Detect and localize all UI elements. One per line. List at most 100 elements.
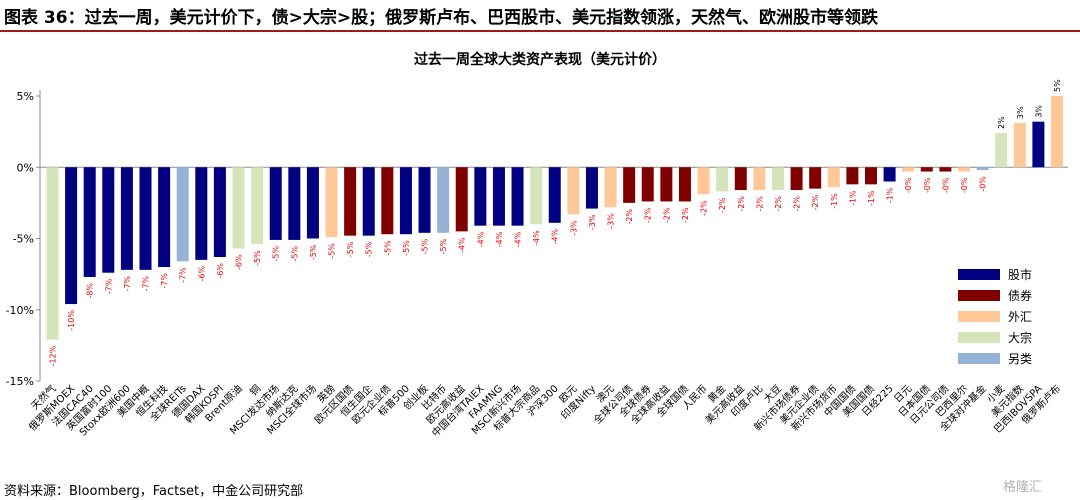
y-tick-label: 0% [17, 161, 34, 174]
watermark-logo: 格隆汇 [1003, 480, 1043, 495]
bar [195, 167, 208, 260]
bar-value-label: -7% [104, 278, 113, 294]
bar [957, 167, 970, 172]
bar [1013, 123, 1026, 168]
bar [1051, 96, 1063, 168]
bar [753, 167, 766, 191]
bar-value-label: -2% [793, 196, 802, 212]
bar-value-label: -3% [588, 214, 597, 230]
legend-label: 大宗 [1008, 330, 1032, 345]
bar-value-label: 5% [1053, 79, 1062, 92]
bar [567, 167, 580, 215]
bar [827, 167, 840, 188]
bar [139, 167, 152, 270]
header-rule [0, 30, 1080, 32]
legend-swatch [958, 311, 1000, 322]
bar [734, 167, 747, 191]
bar-value-label: -2% [662, 207, 671, 223]
bar-value-label: -2% [811, 194, 820, 210]
bar [697, 167, 710, 195]
bar [920, 167, 933, 172]
legend-swatch [958, 269, 1000, 280]
legend-label: 股市 [1008, 267, 1032, 282]
bar [65, 167, 78, 305]
bar [995, 133, 1008, 168]
bar [344, 167, 357, 236]
bar [604, 167, 617, 208]
bar [585, 167, 598, 209]
bar-value-label: -1% [867, 190, 876, 206]
bar-value-label: -5% [272, 246, 281, 262]
bar-value-label: -4% [458, 237, 467, 253]
bar-value-label: -0% [979, 176, 988, 192]
source-note: 资料来源：Bloomberg，Factset，中金公司研究部 [4, 484, 304, 499]
bar [381, 167, 394, 235]
bar [120, 167, 133, 270]
bar [530, 167, 543, 225]
bar-value-label: -4% [514, 231, 523, 247]
bar [864, 167, 877, 185]
bar [846, 167, 859, 185]
bar [418, 167, 431, 233]
bar [176, 167, 189, 262]
bar-value-label: -1% [848, 190, 857, 206]
bar [548, 167, 561, 223]
bar [716, 167, 729, 192]
bar-value-label: -3% [569, 220, 578, 236]
bar [232, 167, 245, 249]
bar [1032, 121, 1045, 168]
y-tick-label: -10% [6, 304, 34, 317]
bar-value-label: -2% [644, 207, 653, 223]
legend-label: 债券 [1008, 288, 1032, 303]
bar-value-label: -4% [551, 228, 560, 244]
bar-value-label: -6% [197, 265, 206, 281]
bar-value-label: -5% [365, 241, 374, 257]
y-tick-label: -5% [13, 233, 34, 246]
bar-value-label: -2% [681, 207, 690, 223]
bar-value-label: -5% [439, 238, 448, 254]
bar-value-label: -0% [960, 177, 969, 193]
bar [288, 167, 301, 240]
bar-value-label: -2% [755, 196, 764, 212]
bar-value-label: -5% [421, 238, 430, 254]
legend-swatch [958, 353, 1000, 364]
bar [623, 167, 636, 203]
bar [660, 167, 673, 202]
bar [455, 167, 468, 232]
legend-label: 另类 [1008, 352, 1032, 366]
bar-value-label: -1% [886, 187, 895, 203]
y-tick-label: -15% [6, 375, 34, 388]
bar-value-label: -0% [904, 177, 913, 193]
bar [976, 167, 989, 171]
bar-value-label: -7% [123, 275, 132, 291]
y-tick-label: 5% [17, 90, 34, 103]
bar [251, 167, 264, 245]
bar-value-label: -8% [86, 283, 95, 299]
bar-value-label: -1% [830, 193, 839, 209]
legend-label: 外汇 [1008, 310, 1032, 324]
bar-value-label: -7% [160, 273, 169, 289]
bar-value-label: -5% [383, 240, 392, 256]
bar-value-label: -5% [290, 246, 299, 262]
bar-value-label: -4% [476, 231, 485, 247]
bar-value-label: -10% [67, 310, 76, 331]
bar-value-label: -3% [607, 213, 616, 229]
bar-value-label: -2% [774, 196, 783, 212]
bar [474, 167, 487, 226]
bar-value-label: -12% [49, 345, 58, 366]
bar-value-label: 3% [1016, 106, 1025, 119]
bar [362, 167, 375, 236]
bar [102, 167, 115, 273]
bar [902, 167, 915, 172]
bar-value-label: -2% [737, 196, 746, 212]
bar-value-label: -4% [532, 230, 541, 246]
bar-value-label: -2% [700, 200, 709, 216]
bar-value-label: -2% [718, 197, 727, 213]
bar [269, 167, 282, 240]
bar [771, 167, 784, 191]
bar [790, 167, 803, 191]
bar [492, 167, 505, 226]
bar-value-label: -0% [923, 177, 932, 193]
legend-swatch [958, 290, 1000, 301]
bar-value-label: -5% [402, 240, 411, 256]
